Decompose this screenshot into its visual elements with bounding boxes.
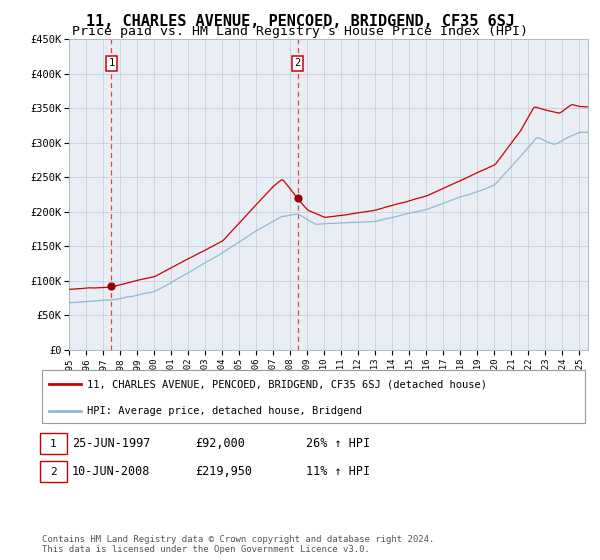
Text: 10-JUN-2008: 10-JUN-2008	[72, 465, 151, 478]
Text: 11% ↑ HPI: 11% ↑ HPI	[306, 465, 370, 478]
Text: Contains HM Land Registry data © Crown copyright and database right 2024.
This d: Contains HM Land Registry data © Crown c…	[42, 535, 434, 554]
Point	[107, 282, 116, 291]
Text: 11, CHARLES AVENUE, PENCOED, BRIDGEND, CF35 6SJ: 11, CHARLES AVENUE, PENCOED, BRIDGEND, C…	[86, 14, 514, 29]
Text: £219,950: £219,950	[195, 465, 252, 478]
Text: 2: 2	[50, 466, 57, 477]
Text: 1: 1	[50, 438, 57, 449]
Text: HPI: Average price, detached house, Bridgend: HPI: Average price, detached house, Brid…	[87, 406, 362, 416]
Text: 11, CHARLES AVENUE, PENCOED, BRIDGEND, CF35 6SJ (detached house): 11, CHARLES AVENUE, PENCOED, BRIDGEND, C…	[87, 380, 487, 390]
Point	[293, 194, 302, 203]
Text: Price paid vs. HM Land Registry's House Price Index (HPI): Price paid vs. HM Land Registry's House …	[72, 25, 528, 38]
Text: 26% ↑ HPI: 26% ↑ HPI	[306, 437, 370, 450]
Text: 2: 2	[295, 58, 301, 68]
Text: 1: 1	[108, 58, 115, 68]
Text: 25-JUN-1997: 25-JUN-1997	[72, 437, 151, 450]
Text: £92,000: £92,000	[195, 437, 245, 450]
